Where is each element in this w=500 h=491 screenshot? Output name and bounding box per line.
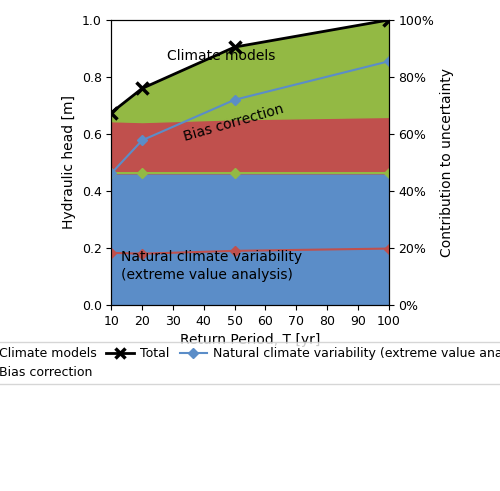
Text: Climate models: Climate models xyxy=(167,49,275,63)
X-axis label: Return Period, T [yr]: Return Period, T [yr] xyxy=(180,333,320,347)
Y-axis label: Contribution to uncertainty: Contribution to uncertainty xyxy=(440,68,454,257)
Text: Bias correction: Bias correction xyxy=(182,102,286,144)
Text: Natural climate variability
(extreme value analysis): Natural climate variability (extreme val… xyxy=(120,250,302,282)
Y-axis label: Hydraulic head [m]: Hydraulic head [m] xyxy=(62,96,76,229)
Legend: Climate models, Bias correction, Total, Natural climate variability (extreme val: Climate models, Bias correction, Total, … xyxy=(0,342,500,384)
